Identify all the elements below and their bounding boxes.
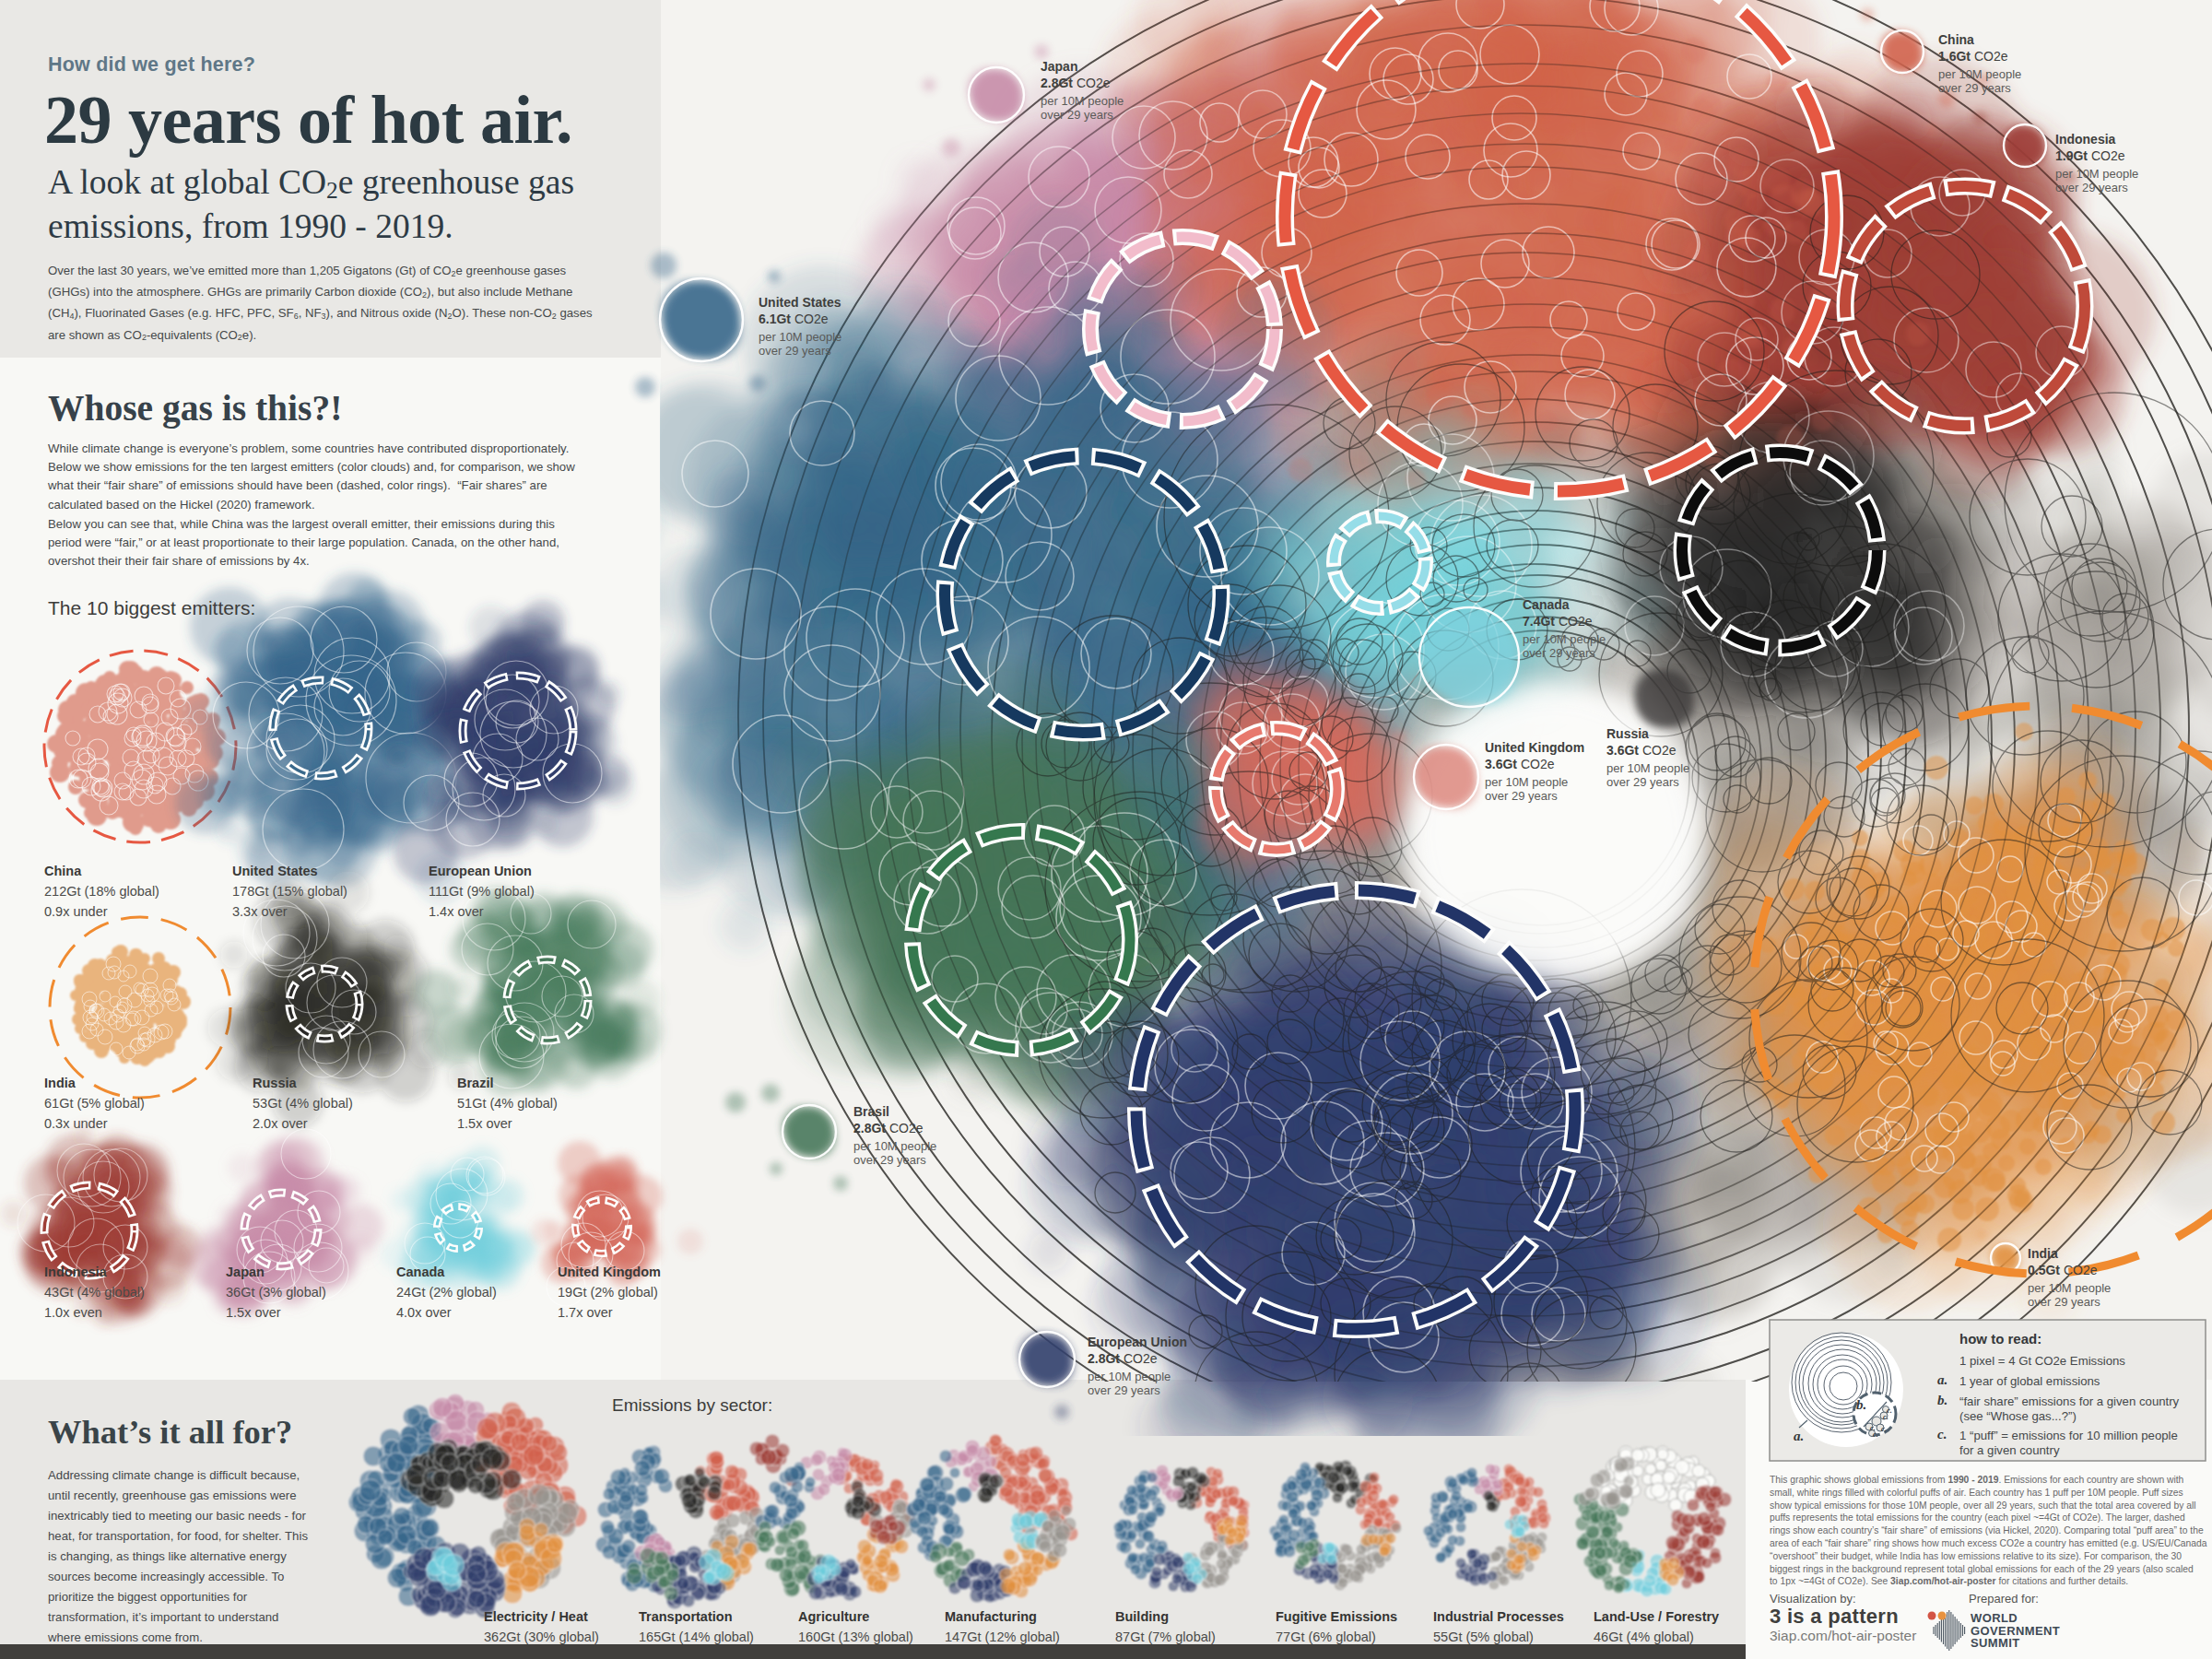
svg-text:c.: c.: [1881, 1424, 1887, 1433]
svg-text:c.: c.: [1873, 1430, 1878, 1439]
svg-text:c.: c.: [1887, 1406, 1892, 1415]
